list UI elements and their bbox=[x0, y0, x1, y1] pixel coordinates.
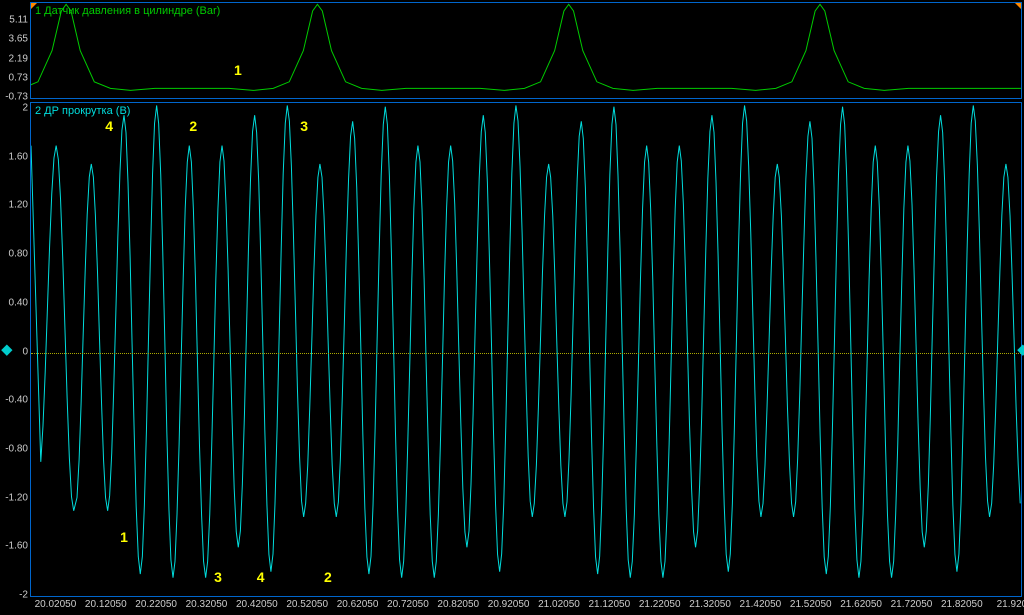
x-tick-label: 20.72050 bbox=[387, 599, 429, 610]
annotation-label: 4 bbox=[105, 118, 113, 134]
annotation-label: 2 bbox=[324, 569, 332, 585]
annotation-label: 3 bbox=[300, 118, 308, 134]
x-tick-label: 20.32050 bbox=[186, 599, 228, 610]
x-tick-label: 21.02050 bbox=[538, 599, 580, 610]
bottom-chart-vacuum[interactable]: 2 ДР прокрутка (B) 4 2 3 1 3 4 2 bbox=[30, 102, 1022, 597]
y-tick-label: -0.40 bbox=[5, 395, 28, 406]
top-chart-pressure[interactable]: 1 Датчик давления в цилиндре (Bar) 1 bbox=[30, 2, 1022, 99]
oscilloscope-view: -0.73 0.73 2.19 3.65 5.11 1 Датчик давления … bbox=[0, 0, 1024, 615]
top-y-axis: -0.730.732.193.655.11 bbox=[0, 2, 30, 99]
y-tick-label: -1.60 bbox=[5, 541, 28, 552]
y-tick-label: 1.60 bbox=[9, 151, 28, 162]
x-tick-label: 21.32050 bbox=[689, 599, 731, 610]
y-tick-label: -0.80 bbox=[5, 443, 28, 454]
annotation-label: 1 bbox=[120, 529, 128, 545]
top-chart-label: 1 Датчик давления в цилиндре (Bar) bbox=[35, 5, 220, 17]
x-tick-label: 21.12050 bbox=[588, 599, 630, 610]
annotation-label: 4 bbox=[257, 569, 265, 585]
annotation-label: 3 bbox=[214, 569, 222, 585]
y-tick-label: 2 bbox=[22, 103, 28, 114]
y-tick-label: -1.20 bbox=[5, 492, 28, 503]
y-tick-label: 3.65 bbox=[9, 34, 28, 45]
y-tick-label: 5.11 bbox=[9, 15, 28, 26]
x-tick-label: 21.72050 bbox=[891, 599, 933, 610]
x-tick-label: 21.52050 bbox=[790, 599, 832, 610]
bottom-chart-label: 2 ДР прокрутка (B) bbox=[35, 105, 130, 117]
y-tick-label: 2.19 bbox=[9, 53, 28, 64]
y-tick-label: -2 bbox=[19, 590, 28, 601]
y-tick-label: 0.80 bbox=[9, 249, 28, 260]
x-tick-label: 21.82050 bbox=[941, 599, 983, 610]
x-tick-label: 21.62050 bbox=[840, 599, 882, 610]
zero-line bbox=[31, 353, 1021, 354]
y-tick-label: 0.73 bbox=[9, 72, 28, 83]
y-tick-label: -0.73 bbox=[5, 92, 28, 103]
x-tick-label: 20.62050 bbox=[337, 599, 379, 610]
y-tick-label: 0 bbox=[22, 346, 28, 357]
x-tick-label: 20.82050 bbox=[437, 599, 479, 610]
x-tick-label: 21.920 bbox=[997, 599, 1024, 610]
annotation-label: 2 bbox=[189, 118, 197, 134]
x-tick-label: 21.42050 bbox=[740, 599, 782, 610]
x-tick-label: 20.22050 bbox=[135, 599, 177, 610]
x-tick-label: 20.52050 bbox=[286, 599, 328, 610]
x-tick-label: 20.02050 bbox=[35, 599, 77, 610]
x-tick-label: 20.92050 bbox=[488, 599, 530, 610]
x-tick-label: 20.12050 bbox=[85, 599, 127, 610]
y-tick-label: 1.20 bbox=[9, 200, 28, 211]
x-tick-label: 21.22050 bbox=[639, 599, 681, 610]
y-tick-label: 0.40 bbox=[9, 297, 28, 308]
bottom-waveform bbox=[31, 103, 1021, 596]
top-waveform bbox=[31, 3, 1021, 98]
x-axis: 20.02050 20.12050 20.22050 20.32050 20.42050… bbox=[30, 597, 1022, 615]
annotation-label: 1 bbox=[234, 62, 242, 78]
x-tick-label: 20.42050 bbox=[236, 599, 278, 610]
